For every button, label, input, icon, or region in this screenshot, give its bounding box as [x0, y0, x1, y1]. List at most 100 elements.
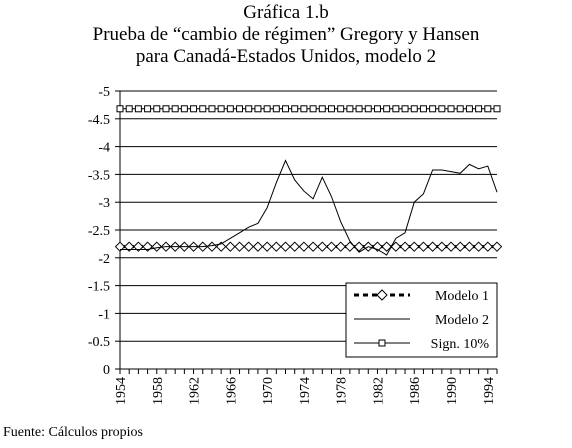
- data-point-square: [337, 105, 345, 113]
- chart-legend: Modelo 1 Modelo 2 Sign. 10%: [345, 282, 498, 358]
- data-point-square: [282, 105, 290, 113]
- x-tick-label: 1970: [261, 377, 276, 405]
- data-point-square: [438, 105, 446, 113]
- data-point-square: [199, 105, 207, 113]
- data-point-diamond: [261, 241, 273, 252]
- data-point-diamond: [427, 241, 438, 252]
- legend-label: Sign. 10%: [431, 337, 490, 352]
- data-point-square: [263, 105, 271, 113]
- data-point-square: [327, 105, 335, 113]
- data-point-square: [190, 105, 198, 113]
- x-tick-label: 1978: [335, 377, 350, 405]
- data-point-square: [226, 105, 234, 113]
- series-layer: [114, 105, 503, 256]
- data-point-diamond: [473, 241, 484, 252]
- legend-item: Modelo 2: [354, 313, 489, 328]
- data-point-square: [318, 105, 326, 113]
- data-point-diamond: [344, 241, 356, 252]
- data-point-diamond: [252, 241, 264, 252]
- data-point-diamond: [445, 241, 457, 252]
- data-point-diamond: [225, 241, 236, 252]
- y-tick-label: -5: [98, 85, 110, 100]
- data-point-square: [493, 105, 501, 113]
- data-point-diamond: [317, 241, 328, 252]
- y-tick-label: -4: [98, 141, 110, 156]
- data-point-square: [291, 105, 299, 113]
- data-point-diamond: [418, 241, 429, 252]
- data-point-square: [475, 105, 483, 113]
- data-point-diamond: [436, 241, 448, 252]
- y-tick-label: -2.5: [88, 224, 110, 239]
- data-point-square: [180, 105, 188, 113]
- data-point-diamond: [326, 241, 337, 252]
- data-point-square: [153, 105, 161, 113]
- data-point-square: [245, 105, 253, 113]
- y-tick-label: -3.5: [88, 168, 110, 183]
- chart-title-line-2: Prueba de “cambio de régimen” Gregory y …: [92, 24, 480, 45]
- data-point-square: [236, 105, 244, 113]
- data-point-diamond: [381, 241, 392, 252]
- data-point-diamond: [206, 241, 218, 252]
- y-tick-label: -0.5: [88, 335, 110, 350]
- data-point-diamond: [280, 241, 291, 252]
- data-point-diamond: [215, 241, 227, 252]
- y-tick-label: -1: [98, 307, 110, 322]
- axes-layer: 0 -0.5 -1 -1.5 -2 -2.5 -3 -3.5 -4 -4.5 -5 1954 1958 1…: [88, 85, 498, 405]
- data-point-diamond: [114, 241, 126, 252]
- series-modelo-2: [120, 159, 498, 256]
- chart-title-line-3: para Canadá-Estados Unidos, modelo 2: [135, 46, 437, 67]
- data-point-square: [392, 105, 400, 113]
- x-tick-label: 1954: [114, 377, 129, 405]
- data-point-square: [465, 105, 473, 113]
- data-point-square: [162, 105, 170, 113]
- data-point-square: [429, 105, 437, 113]
- data-point-square: [125, 105, 133, 113]
- data-point-square: [484, 105, 492, 113]
- x-tick-label: 1986: [408, 377, 423, 405]
- data-point-square: [373, 105, 381, 113]
- data-point-square: [300, 105, 308, 113]
- data-point-diamond: [298, 241, 310, 252]
- data-point-square: [383, 105, 391, 113]
- x-tick-label: 1958: [151, 377, 166, 405]
- series-modelo-1: [114, 241, 503, 252]
- y-tick-label: 0: [103, 363, 110, 378]
- data-point-diamond: [307, 241, 319, 252]
- data-point-diamond: [335, 241, 346, 252]
- data-point-diamond: [123, 241, 135, 252]
- line-chart: 0 -0.5 -1 -1.5 -2 -2.5 -3 -3.5 -4 -4.5 -5 1954 1958 1…: [88, 85, 503, 405]
- legend-item: Modelo 1: [354, 289, 489, 304]
- legend-marker: [376, 289, 388, 301]
- data-point-square: [144, 105, 152, 113]
- data-point-diamond: [399, 241, 411, 252]
- data-point-square: [134, 105, 142, 113]
- data-point-square: [456, 105, 464, 113]
- legend-box: [345, 282, 498, 358]
- data-point-diamond: [409, 241, 420, 252]
- series-sign-10: [116, 105, 501, 113]
- data-point-diamond: [353, 241, 365, 252]
- y-tick-label: -3: [98, 196, 110, 211]
- data-point-square: [309, 105, 317, 113]
- chart-title-line-1: Gráfica 1.b: [243, 2, 329, 23]
- x-tick-label: 1966: [224, 377, 239, 405]
- series-line: [120, 159, 498, 256]
- data-point-square: [364, 105, 372, 113]
- data-point-diamond: [491, 241, 503, 252]
- x-tick-label: 1982: [371, 377, 386, 405]
- data-point-square: [355, 105, 363, 113]
- data-point-square: [217, 105, 225, 113]
- data-point-square: [208, 105, 216, 113]
- grid-layer: [120, 90, 497, 342]
- data-point-diamond: [464, 241, 475, 252]
- data-point-diamond: [133, 241, 144, 252]
- data-point-square: [410, 105, 418, 113]
- legend-item: Sign. 10%: [354, 337, 489, 352]
- legend-marker: [378, 339, 386, 347]
- data-point-square: [419, 105, 427, 113]
- data-point-diamond: [455, 241, 466, 252]
- data-point-square: [171, 105, 179, 113]
- x-tick-label: 1990: [445, 377, 460, 405]
- data-point-square: [254, 105, 262, 113]
- y-tick-label: -1.5: [88, 280, 110, 295]
